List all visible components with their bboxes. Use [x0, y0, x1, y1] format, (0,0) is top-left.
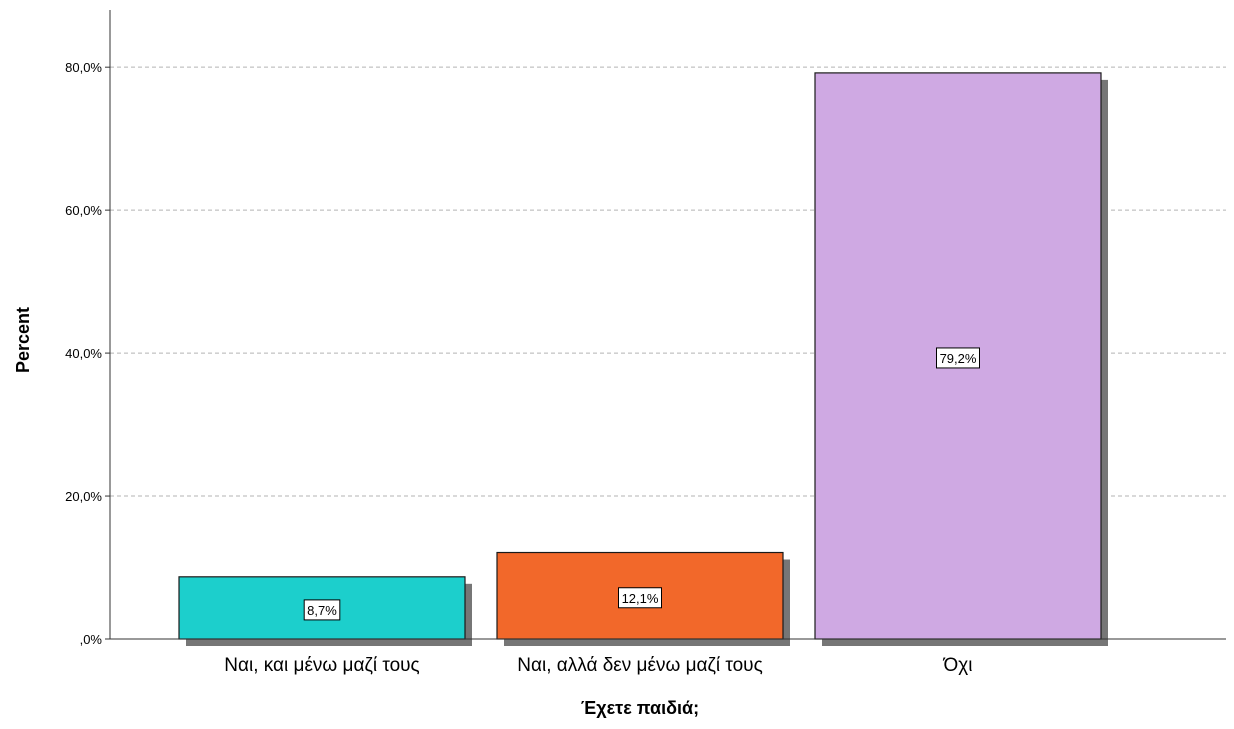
bars [178, 72, 1108, 646]
data-labels: 8,7% 12,1% 79,2% [303, 347, 980, 621]
y-tick-label: ,0% [80, 632, 103, 647]
data-label-box [936, 347, 980, 369]
x-category-label: Ναι, αλλά δεν μένω μαζί τους [517, 655, 762, 676]
data-label: 79,2% [940, 351, 977, 366]
y-tick-label: 80,0% [65, 60, 102, 75]
y-axis-ticks: ,0% 20,0% 40,0% 60,0% 80,0% [65, 60, 110, 647]
y-axis-title: Percent [13, 307, 33, 373]
y-tick-label: 60,0% [65, 203, 102, 218]
x-axis-categories: Ναι, και μένω μαζί τους Ναι, αλλά δεν μέν… [224, 655, 972, 676]
data-label-box [303, 599, 341, 621]
y-tick-label: 20,0% [65, 489, 102, 504]
data-label: 8,7% [307, 603, 337, 618]
data-label-box [618, 587, 662, 609]
y-tick-label: 40,0% [65, 346, 102, 361]
x-category-label: Όχι [943, 655, 973, 676]
gridlines [110, 66, 1226, 497]
data-label: 12,1% [622, 591, 659, 606]
x-category-label: Ναι, και μένω μαζί τους [224, 655, 419, 676]
x-axis-title: Έχετε παιδιά; [581, 698, 699, 718]
